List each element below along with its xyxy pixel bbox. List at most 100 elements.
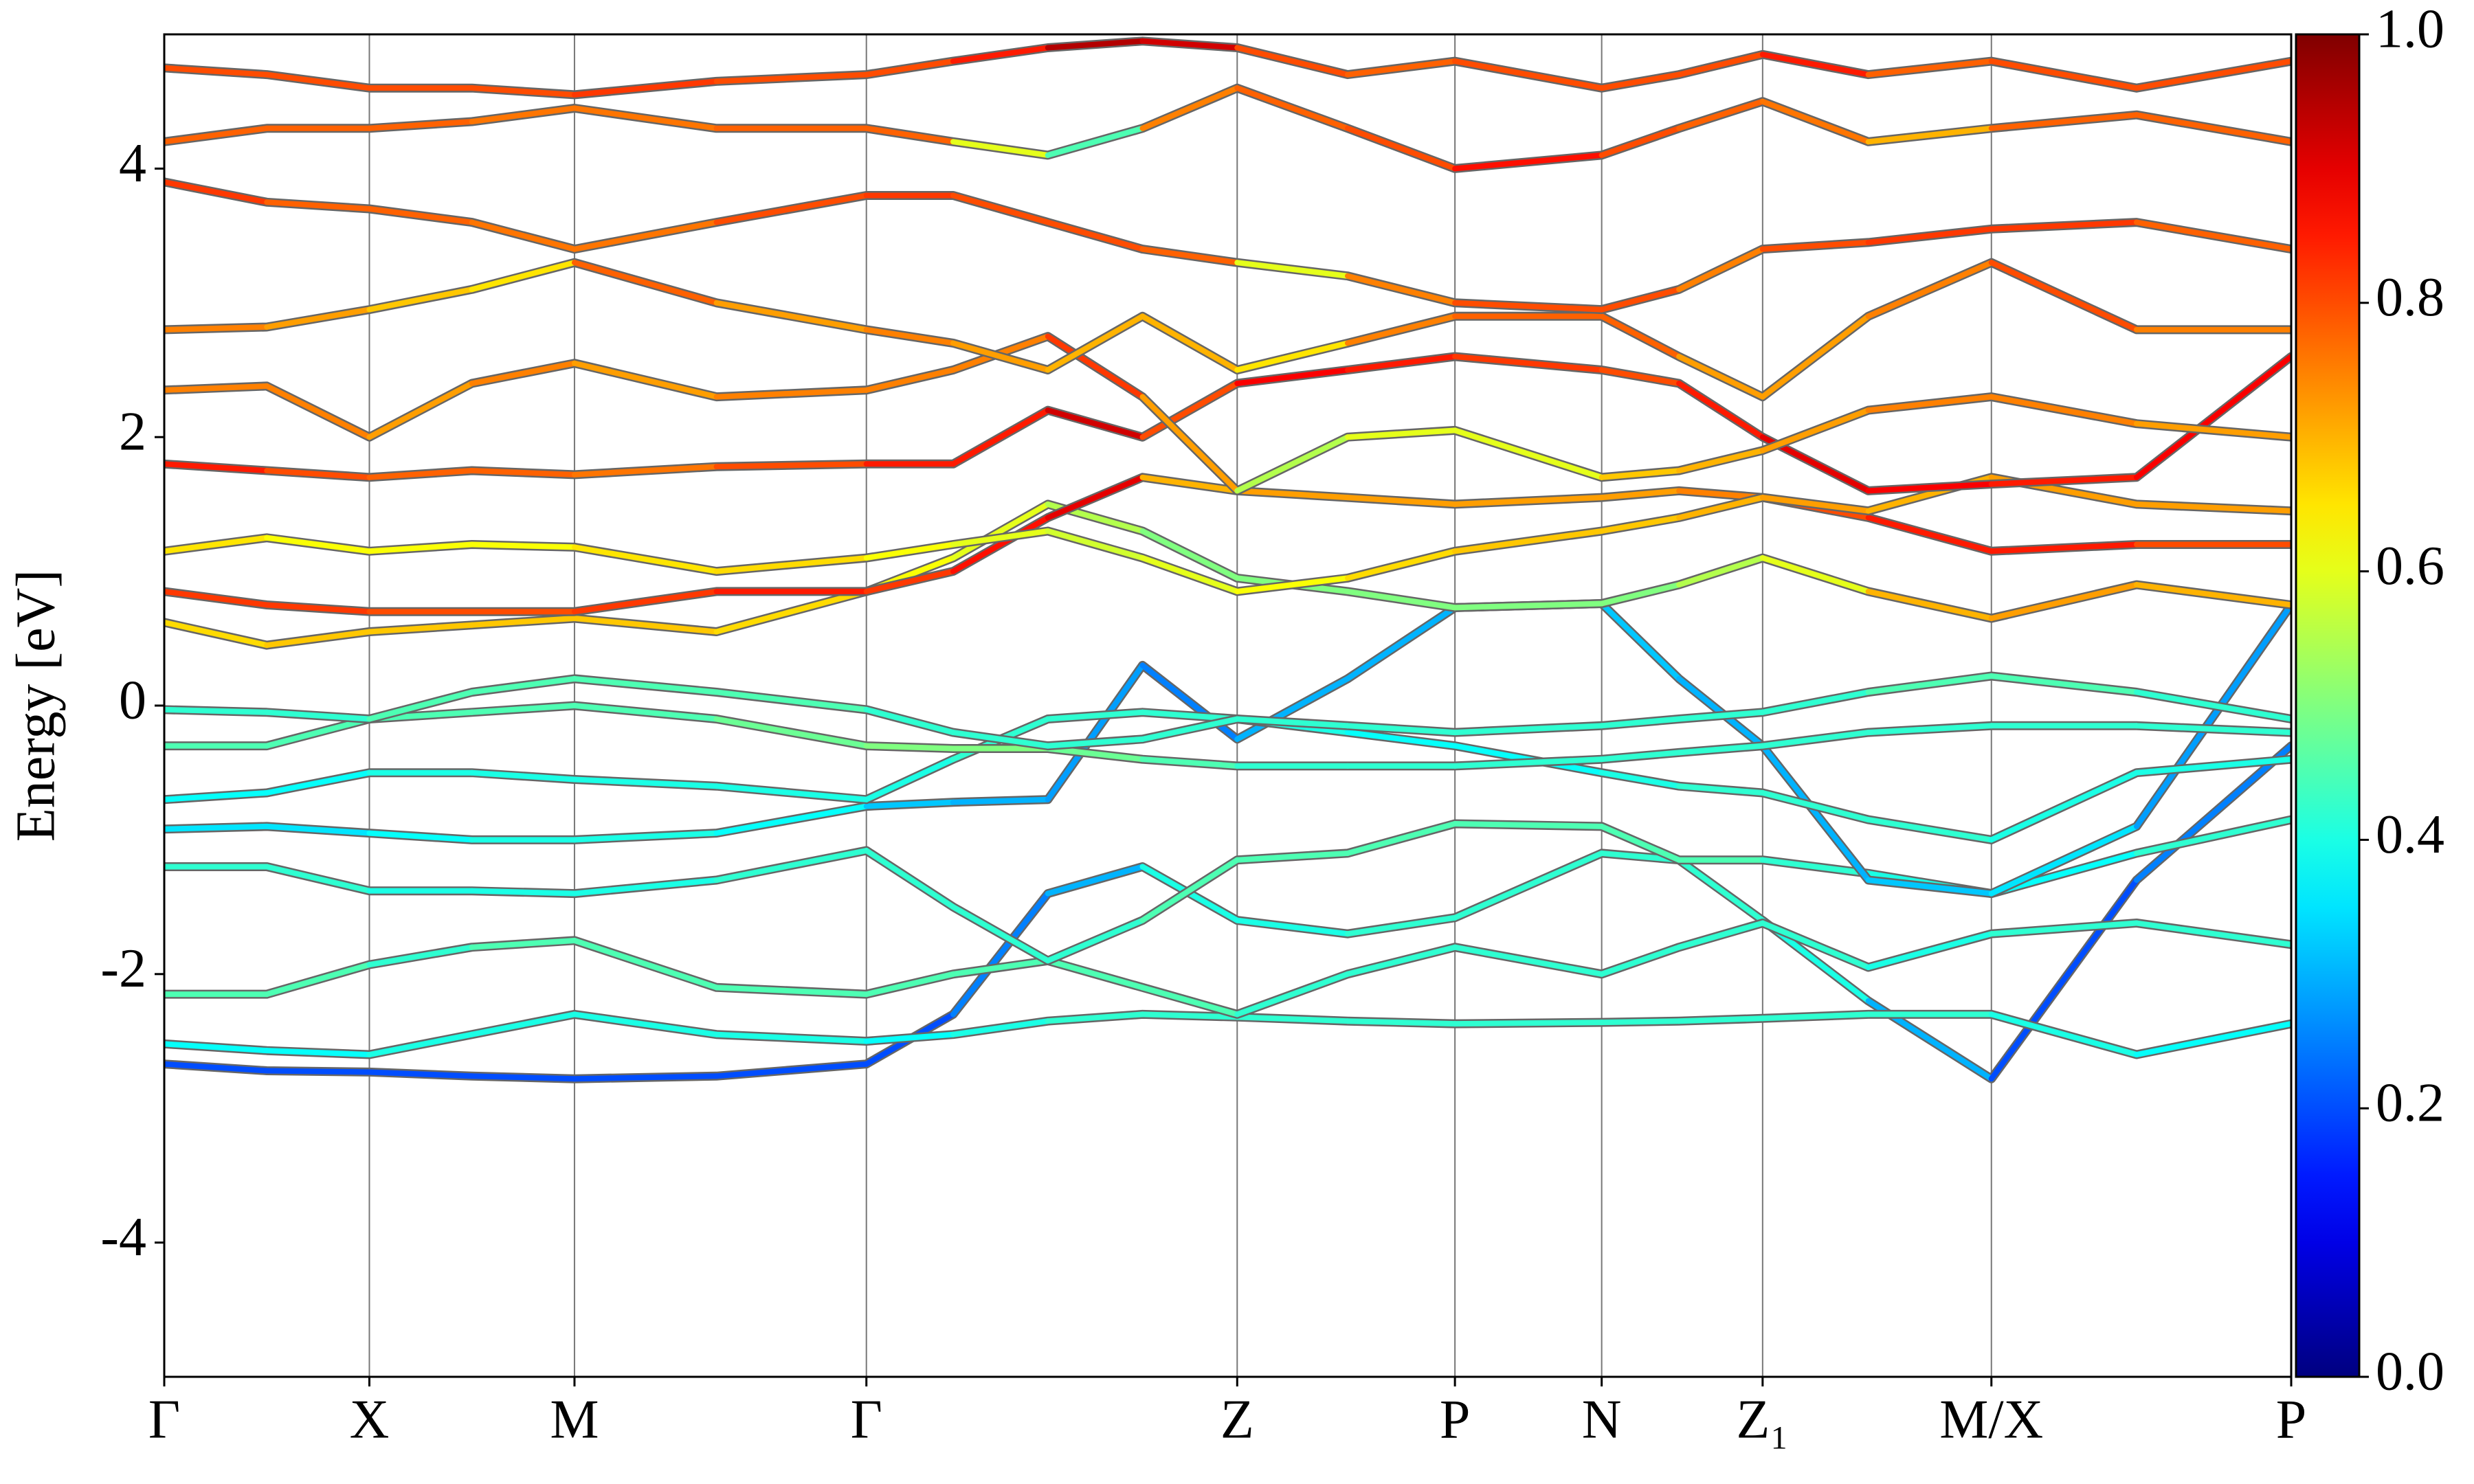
band-segment: [1452, 723, 1605, 736]
band-segment: [1452, 152, 1605, 172]
band-segment: [469, 615, 577, 628]
band-segment: [1139, 756, 1240, 769]
band-segment: [863, 848, 956, 910]
x-tick-label: Γ: [148, 1389, 180, 1450]
band-segment: [164, 619, 270, 649]
band-segment: [366, 1069, 475, 1079]
band-segment: [1344, 58, 1458, 78]
band-segment: [1139, 857, 1240, 923]
band-segment: [1344, 914, 1458, 937]
band-segment: [1988, 877, 2139, 1082]
band-segment: [1759, 857, 1871, 877]
band-segment: [1045, 219, 1146, 252]
band-segment: [469, 85, 577, 98]
band-segment: [1344, 820, 1458, 856]
x-tick-label: Γ: [851, 1389, 882, 1450]
band-segment: [1676, 495, 1765, 521]
band-segment: [713, 716, 869, 749]
band-segment: [1234, 340, 1350, 373]
band-segment: [1598, 716, 1682, 729]
y-axis-label: Energy [eV]: [5, 570, 66, 842]
band-segment: [1865, 481, 1994, 494]
band-segment: [2133, 602, 2291, 829]
band-segment: [950, 1018, 1051, 1037]
band-segment: [264, 962, 372, 998]
band-segment: [1344, 125, 1458, 172]
band-segment: [1865, 125, 1994, 145]
band-segment: [2133, 723, 2291, 736]
band-segment: [469, 675, 577, 695]
band-segment: [863, 125, 956, 145]
band-segment: [571, 703, 720, 722]
band-segment: [1452, 528, 1605, 554]
band-segment: [1865, 817, 1994, 843]
band-segment: [1988, 112, 2139, 131]
band-segment: [1759, 52, 1871, 78]
band-segment: [1676, 709, 1765, 722]
band-segment: [164, 706, 270, 715]
band-segment: [1676, 353, 1765, 400]
plot-frame: [163, 33, 2293, 1378]
band-segment: [1988, 260, 2139, 333]
band-segment: [1344, 944, 1458, 977]
colorbar-tick-label: 1.0: [2376, 0, 2444, 59]
band-segment: [469, 1073, 577, 1082]
band-segment: [1045, 745, 1146, 763]
band-segment: [713, 985, 869, 998]
band-segment: [863, 799, 956, 809]
band-segment: [1676, 381, 1765, 440]
band-segment: [2133, 353, 2291, 480]
band-segment: [1045, 736, 1146, 749]
band-segment: [1598, 1018, 1682, 1026]
band-segment: [366, 119, 475, 131]
band-segment: [1452, 1020, 1605, 1027]
band-segment: [571, 105, 720, 131]
band-segment: [1045, 864, 1146, 897]
band-segment: [1598, 750, 1682, 763]
band-segment: [1598, 468, 1682, 480]
band-segment: [2133, 1021, 2291, 1058]
band-segment: [1865, 515, 1994, 554]
band-segment: [1598, 71, 1682, 91]
band-segment: [1139, 38, 1240, 51]
band-segment: [571, 675, 720, 695]
band-segment: [1139, 394, 1240, 494]
band-segment: [1045, 125, 1146, 158]
band-segment: [863, 706, 956, 736]
band-segment: [264, 468, 372, 480]
band-segment: [1045, 38, 1146, 51]
band-segment: [1598, 600, 1682, 682]
y-tick-label: 2: [119, 402, 146, 462]
band-segment: [1045, 474, 1146, 521]
band-segment: [1452, 353, 1605, 373]
band-segment: [1988, 58, 2139, 91]
band-segment: [1676, 743, 1765, 756]
colorbar-tick-label: 0.0: [2376, 1341, 2444, 1402]
band-segment: [863, 1031, 956, 1044]
band-segment: [1598, 582, 1682, 607]
band-segment: [469, 105, 577, 125]
band-segment: [713, 461, 869, 470]
band-segment: [1988, 394, 2139, 427]
band-segment: [366, 1031, 475, 1058]
band-segment: [1676, 447, 1765, 474]
band-segment: [1344, 588, 1458, 611]
band-segment: [1234, 675, 1350, 742]
band-segment: [950, 340, 1051, 373]
band-segment: [1676, 246, 1765, 293]
band-segment: [571, 937, 720, 991]
band-segment: [164, 823, 270, 832]
band-segment: [1045, 407, 1146, 440]
band-segment: [1759, 98, 1871, 145]
band-segment: [1234, 85, 1350, 131]
band-segment: [264, 1048, 372, 1058]
band-segment: [1598, 769, 1682, 789]
band-segment: [264, 769, 372, 796]
band-segment: [164, 125, 270, 145]
band-segment: [571, 877, 720, 897]
band-segment: [1676, 98, 1765, 131]
band-segment: [1234, 971, 1350, 1018]
band-segment: [1865, 588, 1994, 621]
band-segment: [571, 1073, 720, 1082]
